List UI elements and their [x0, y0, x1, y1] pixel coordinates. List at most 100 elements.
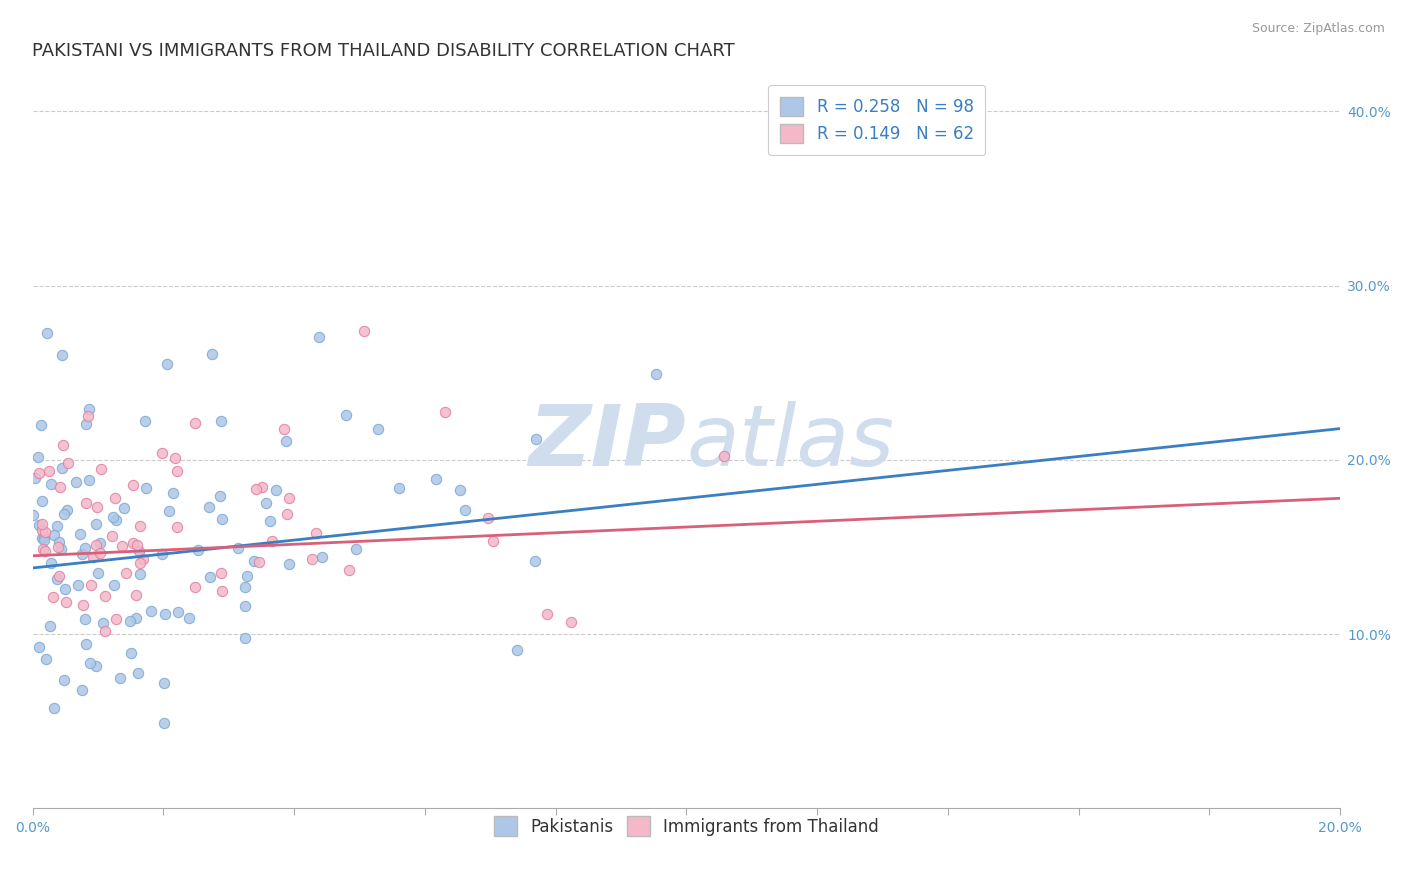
Point — [166, 519, 188, 533]
Point — [247, 556, 270, 570]
Point — [75, 637, 97, 651]
Point — [79, 656, 101, 670]
Point — [259, 514, 281, 528]
Point — [276, 508, 298, 522]
Point — [77, 402, 100, 417]
Point — [157, 503, 180, 517]
Point — [31, 494, 53, 508]
Point — [89, 546, 111, 560]
Point — [31, 516, 53, 531]
Point — [132, 551, 155, 566]
Point — [70, 547, 93, 561]
Point — [523, 554, 546, 568]
Legend: Pakistanis, Immigrants from Thailand: Pakistanis, Immigrants from Thailand — [485, 808, 887, 844]
Point — [245, 482, 267, 496]
Point — [53, 673, 76, 687]
Point — [104, 513, 127, 527]
Point — [45, 519, 67, 533]
Point — [162, 486, 184, 500]
Point — [311, 550, 333, 565]
Point — [278, 558, 301, 572]
Point — [103, 577, 125, 591]
Point — [56, 456, 79, 470]
Point — [125, 588, 148, 602]
Point — [128, 543, 150, 558]
Point — [153, 607, 176, 621]
Point — [49, 480, 72, 494]
Point — [42, 528, 65, 542]
Point — [482, 534, 505, 549]
Point — [120, 646, 142, 660]
Point — [125, 611, 148, 625]
Point — [167, 605, 190, 619]
Point — [128, 519, 150, 533]
Point — [128, 566, 150, 581]
Point — [305, 526, 328, 541]
Point — [86, 500, 108, 514]
Point — [454, 503, 477, 517]
Point — [120, 614, 142, 628]
Point — [477, 511, 499, 525]
Point — [198, 500, 221, 515]
Point — [104, 491, 127, 505]
Point — [276, 434, 298, 448]
Point — [177, 611, 200, 625]
Point — [39, 556, 62, 570]
Point — [536, 607, 558, 622]
Point — [55, 595, 77, 609]
Point — [31, 531, 53, 545]
Point — [129, 556, 152, 570]
Point — [75, 496, 97, 510]
Point — [52, 507, 75, 521]
Point — [139, 604, 162, 618]
Point — [77, 409, 100, 423]
Point — [301, 551, 323, 566]
Point — [134, 414, 156, 428]
Point — [28, 517, 51, 532]
Point — [335, 409, 357, 423]
Point — [46, 540, 69, 554]
Point — [90, 462, 112, 476]
Point — [48, 568, 70, 582]
Point — [226, 541, 249, 555]
Point — [339, 563, 361, 577]
Point — [233, 599, 256, 613]
Point — [506, 643, 529, 657]
Point — [201, 347, 224, 361]
Point — [260, 534, 283, 549]
Point — [42, 590, 65, 604]
Text: PAKISTANI VS IMMIGRANTS FROM THAILAND DISABILITY CORRELATION CHART: PAKISTANI VS IMMIGRANTS FROM THAILAND DI… — [32, 42, 735, 60]
Point — [73, 612, 96, 626]
Point — [187, 543, 209, 558]
Point — [80, 577, 103, 591]
Point — [433, 404, 456, 418]
Point — [449, 483, 471, 498]
Point — [209, 489, 232, 503]
Point — [51, 348, 73, 362]
Text: atlas: atlas — [686, 401, 894, 484]
Point — [34, 544, 56, 558]
Point — [89, 535, 111, 549]
Text: ZIP: ZIP — [529, 401, 686, 484]
Point — [209, 414, 232, 428]
Point — [156, 357, 179, 371]
Point — [39, 477, 62, 491]
Point — [75, 417, 97, 431]
Point — [51, 461, 73, 475]
Point — [273, 422, 295, 436]
Point — [198, 570, 221, 584]
Point — [53, 582, 76, 597]
Point — [353, 324, 375, 338]
Point — [28, 467, 51, 481]
Point — [37, 326, 59, 340]
Point — [45, 572, 67, 586]
Point — [150, 547, 173, 561]
Point — [39, 619, 62, 633]
Point — [308, 330, 330, 344]
Point — [32, 541, 55, 556]
Point — [52, 438, 75, 452]
Point — [264, 483, 287, 498]
Point — [67, 578, 90, 592]
Point — [28, 640, 51, 655]
Point — [32, 533, 55, 547]
